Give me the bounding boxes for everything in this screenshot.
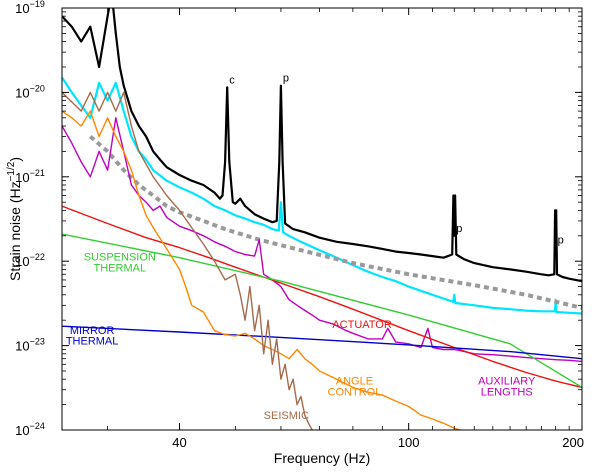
series-line-auxiliary-lengths bbox=[62, 117, 582, 363]
plot-frame bbox=[61, 7, 583, 431]
series-line-angle-control bbox=[62, 110, 461, 430]
plot-background bbox=[62, 8, 582, 430]
series-annotation: ANGLE bbox=[336, 376, 373, 388]
series-annotation: SEISMIC bbox=[264, 410, 309, 422]
y-tick-label: 10−21 bbox=[15, 168, 45, 185]
x-tick-label: 100 bbox=[398, 435, 420, 450]
annotation-layer: c pppSUSPENSIONTHERMALMIRRORTHERMALACTUAT… bbox=[66, 73, 564, 422]
y-tick-label: 10−24 bbox=[15, 421, 45, 438]
series-annotation: MIRROR bbox=[70, 325, 115, 337]
series-annotation: SUSPENSION bbox=[84, 251, 156, 263]
series-line-actuator bbox=[62, 205, 582, 389]
y-tick-label: 10−20 bbox=[15, 83, 45, 100]
x-axis-title: Frequency (Hz) bbox=[274, 450, 370, 466]
y-axis-title-close: ) bbox=[7, 157, 23, 162]
peak-label: p bbox=[558, 235, 564, 247]
y-tick-base: 10 bbox=[15, 85, 29, 100]
y-axis-title-main: Strain noise (Hz bbox=[7, 181, 23, 281]
series-annotation: ACTUATOR bbox=[332, 319, 392, 331]
peak-label: c bbox=[229, 74, 235, 86]
series-line-total-noise bbox=[62, 76, 582, 315]
series-annotation: LENGTHS bbox=[481, 387, 533, 399]
series-line-mirror-thermal bbox=[62, 325, 582, 360]
y-tick-base: 10 bbox=[15, 423, 29, 438]
peak-label: p bbox=[456, 223, 462, 235]
y-tick-exp: −19 bbox=[30, 0, 45, 9]
x-tick-label: 40 bbox=[172, 435, 186, 450]
y-tick-exp: −24 bbox=[30, 421, 45, 431]
y-axis-title: Strain noise (Hz−1/2) bbox=[6, 157, 23, 281]
series-annotation: THERMAL bbox=[66, 336, 119, 348]
y-tick-base: 10 bbox=[15, 339, 29, 354]
y-tick-label: 10−23 bbox=[15, 337, 45, 354]
series-line-design bbox=[88, 134, 582, 310]
y-tick-base: 10 bbox=[15, 170, 29, 185]
y-axis-title-exp: −1/2 bbox=[6, 161, 17, 181]
series-layer bbox=[62, 8, 582, 430]
y-tick-exp: −22 bbox=[30, 252, 45, 262]
y-tick-label: 10−22 bbox=[15, 252, 45, 269]
series-line-measured bbox=[62, 8, 582, 283]
y-tick-exp: −21 bbox=[30, 168, 45, 178]
y-tick-label: 10−19 bbox=[15, 0, 45, 16]
y-tick-base: 10 bbox=[15, 1, 29, 16]
series-line-seismic bbox=[62, 91, 313, 430]
series-annotation: THERMAL bbox=[94, 262, 147, 274]
series-line-suspension-thermal bbox=[62, 233, 582, 388]
x-tick-label: 200 bbox=[562, 435, 584, 450]
y-tick-base: 10 bbox=[15, 254, 29, 269]
peak-label: p bbox=[283, 73, 289, 85]
series-annotation: AUXILIARY bbox=[478, 376, 536, 388]
series-annotation: CONTROL bbox=[328, 387, 382, 399]
y-tick-exp: −23 bbox=[30, 337, 45, 347]
y-tick-exp: −20 bbox=[30, 83, 45, 93]
